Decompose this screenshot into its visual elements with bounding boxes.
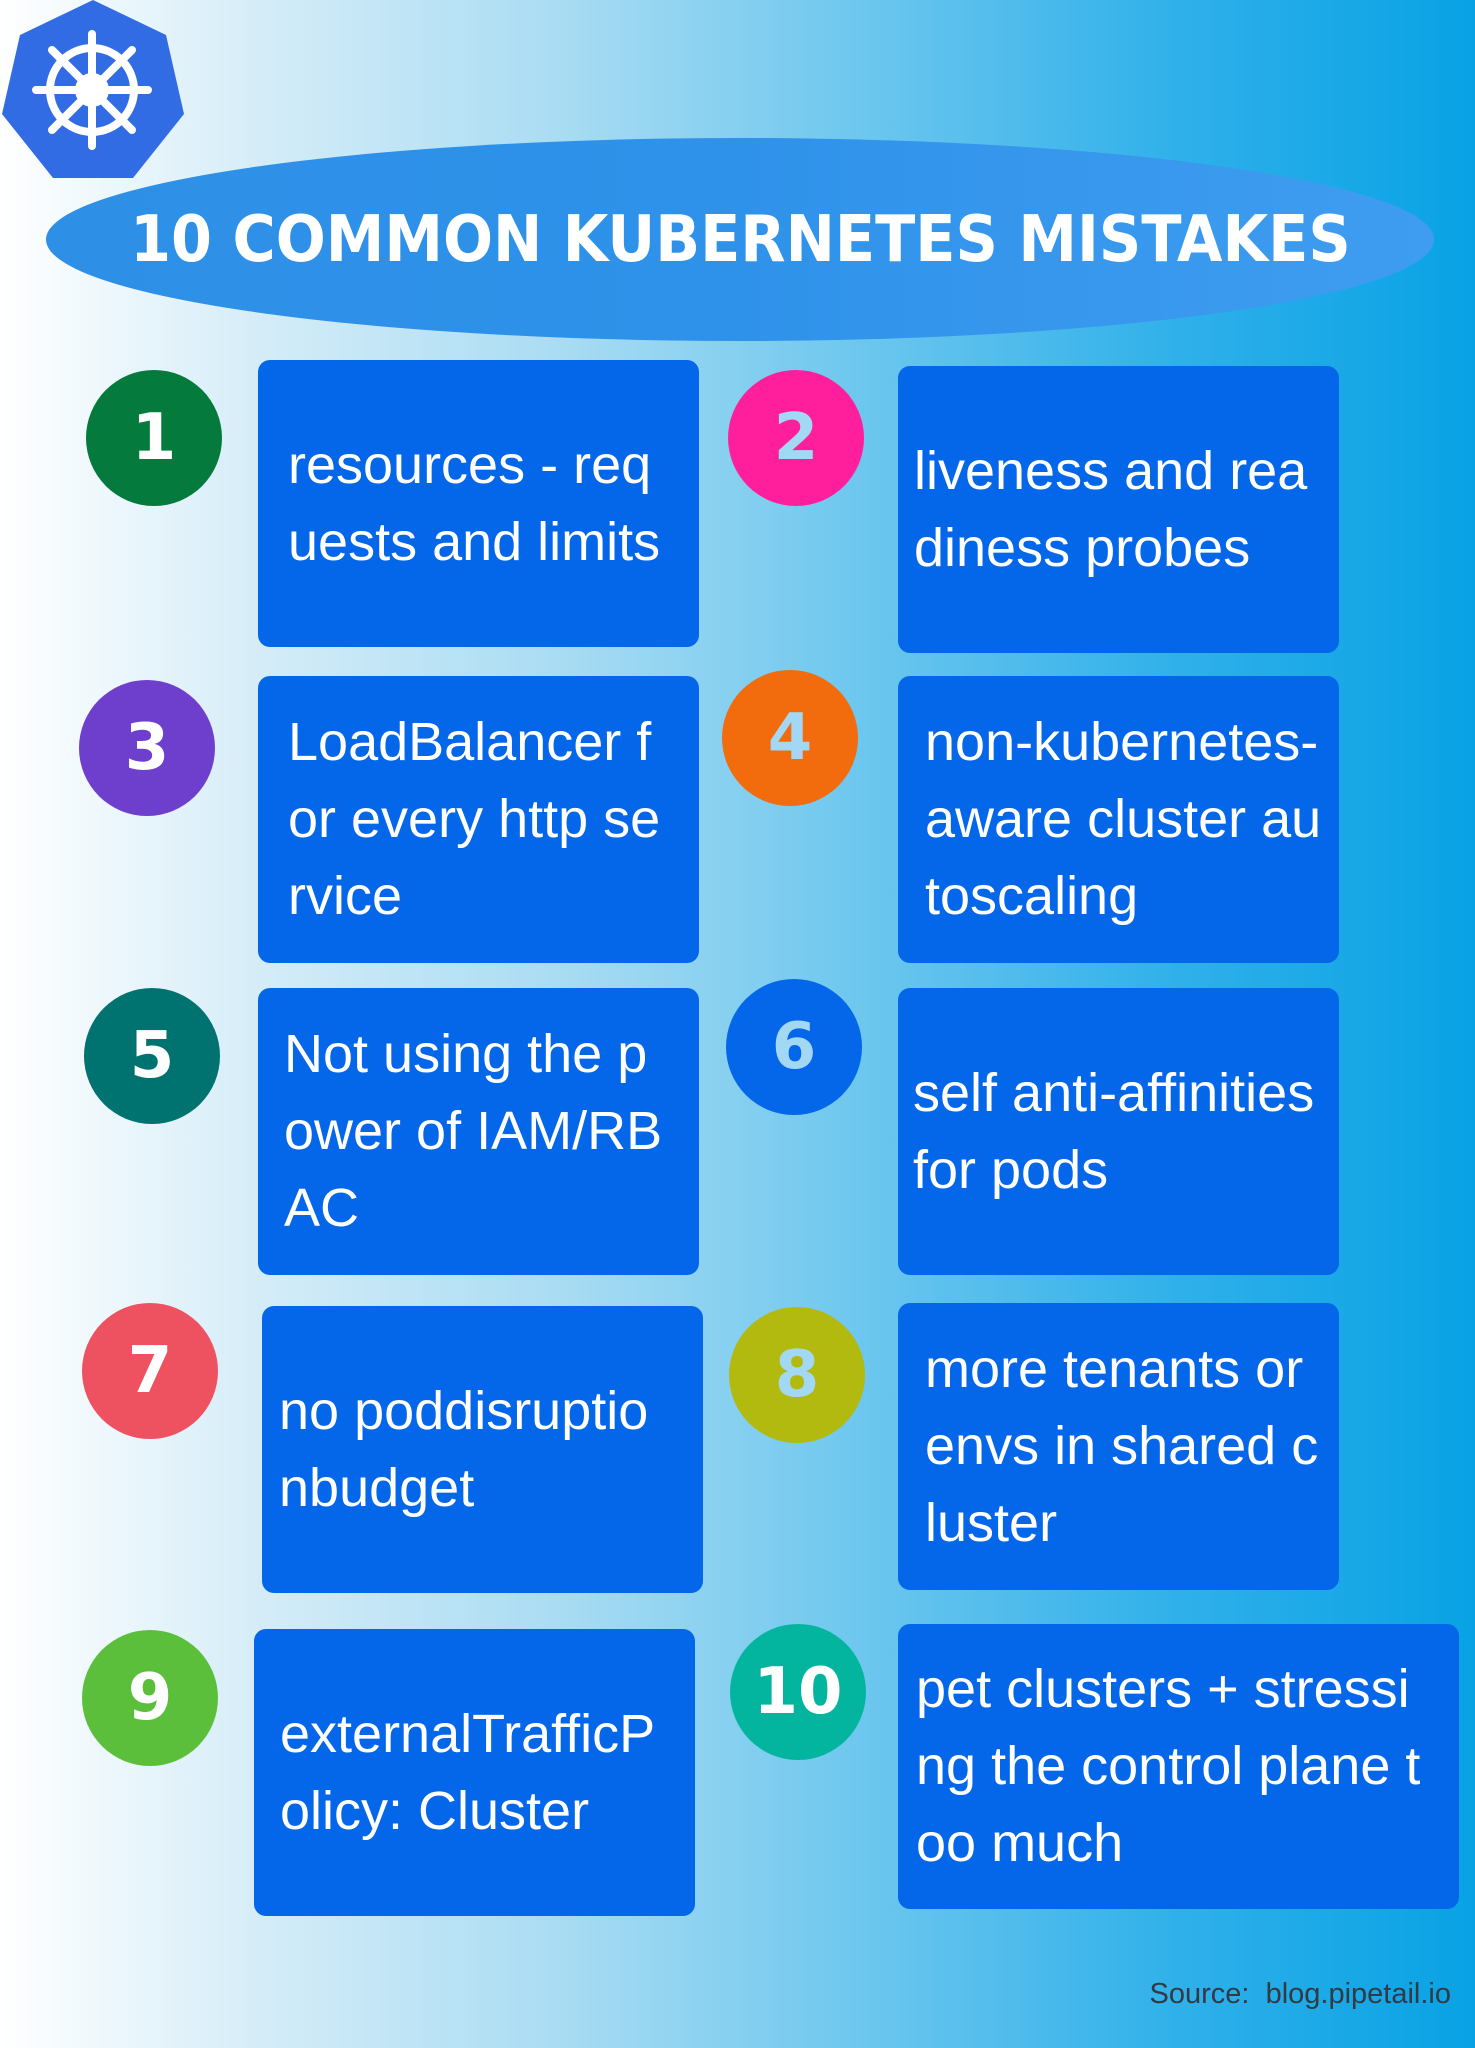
item-6-card: self anti-affinities for pods [898, 988, 1339, 1275]
item-number: 9 [127, 1661, 173, 1735]
item-1-number-circle: 1 [86, 370, 222, 506]
item-number: 5 [129, 1019, 175, 1093]
item-3-card: LoadBalancer for every http service [258, 676, 699, 963]
helm-wheel-icon [2, 0, 184, 178]
page-title: 10 COMMON KUBERNETES MISTAKES [129, 202, 1351, 277]
item-10-card: pet clusters + stressing the control pla… [898, 1624, 1459, 1909]
item-1-card: resources - requests and limits [258, 360, 699, 647]
item-number: 4 [767, 701, 813, 775]
item-8-number-circle: 8 [729, 1307, 865, 1443]
item-number: 3 [124, 711, 170, 785]
item-9-number-circle: 9 [82, 1630, 218, 1766]
item-number: 1 [131, 401, 177, 475]
item-6-number-circle: 6 [726, 979, 862, 1115]
item-number: 6 [771, 1010, 817, 1084]
item-8-card: more tenants or envs in shared cluster [898, 1303, 1339, 1590]
item-text: LoadBalancer for every http service [288, 712, 661, 926]
item-text: Not using the power of IAM/RBAC [284, 1024, 663, 1238]
item-text: non-kubernetes-aware cluster autoscaling [925, 712, 1322, 926]
item-4-number-circle: 4 [722, 670, 858, 806]
item-number: 7 [127, 1334, 173, 1408]
item-text: self anti-affinities for pods [913, 1062, 1315, 1200]
item-2-card: liveness and readiness probes [898, 366, 1339, 653]
item-4-card: non-kubernetes-aware cluster autoscaling [898, 676, 1339, 963]
item-5-number-circle: 5 [84, 988, 220, 1124]
item-text: pet clusters + stressing the control pla… [916, 1659, 1421, 1873]
item-5-card: Not using the power of IAM/RBAC [258, 988, 699, 1275]
item-9-card: externalTrafficPolicy: Cluster [254, 1629, 695, 1916]
item-number: 8 [774, 1338, 820, 1412]
item-text: liveness and readiness probes [914, 440, 1308, 578]
item-number: 2 [773, 401, 819, 475]
item-2-number-circle: 2 [728, 370, 864, 506]
item-7-card: no poddisruptionbudget [262, 1306, 703, 1593]
item-number: 10 [753, 1655, 843, 1729]
item-3-number-circle: 3 [79, 680, 215, 816]
item-text: more tenants or envs in shared cluster [925, 1339, 1319, 1553]
kubernetes-logo [0, 0, 186, 186]
item-text: no poddisruptionbudget [279, 1380, 649, 1518]
title-banner: 10 COMMON KUBERNETES MISTAKES [46, 138, 1434, 341]
item-7-number-circle: 7 [82, 1303, 218, 1439]
source-credit: Source: blog.pipetail.io [1149, 1978, 1451, 2010]
item-10-number-circle: 10 [730, 1624, 866, 1760]
item-text: externalTrafficPolicy: Cluster [280, 1703, 656, 1841]
item-text: resources - requests and limits [288, 434, 661, 572]
